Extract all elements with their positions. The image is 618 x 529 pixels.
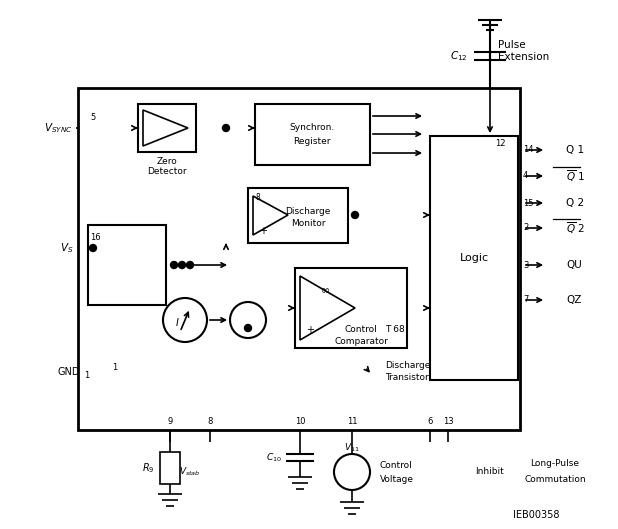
Circle shape bbox=[187, 261, 193, 269]
Text: 7: 7 bbox=[523, 296, 528, 305]
Text: Discharge: Discharge bbox=[286, 206, 331, 215]
Text: 12: 12 bbox=[495, 140, 506, 149]
Text: 8: 8 bbox=[207, 417, 213, 426]
Text: 3: 3 bbox=[523, 260, 528, 269]
Bar bbox=[295, 268, 407, 348]
Text: Control: Control bbox=[380, 461, 413, 470]
Text: Commutation: Commutation bbox=[524, 476, 586, 485]
Bar bbox=[138, 104, 196, 152]
Text: $\infty$: $\infty$ bbox=[320, 285, 330, 295]
Text: Pulse: Pulse bbox=[498, 40, 526, 50]
Circle shape bbox=[334, 454, 370, 490]
Text: Detector: Detector bbox=[147, 168, 187, 177]
Text: Register: Register bbox=[294, 138, 331, 147]
Text: Control: Control bbox=[345, 325, 378, 334]
Text: Transistor: Transistor bbox=[385, 372, 429, 381]
Text: Discharge: Discharge bbox=[385, 360, 430, 369]
Text: Q 1: Q 1 bbox=[566, 145, 584, 155]
Circle shape bbox=[163, 298, 207, 342]
Text: 10: 10 bbox=[295, 417, 305, 426]
Text: Monitor: Monitor bbox=[290, 218, 325, 227]
Text: Extension: Extension bbox=[498, 52, 549, 62]
Text: 9: 9 bbox=[167, 417, 172, 426]
Circle shape bbox=[352, 212, 358, 218]
Text: $C_{10}$: $C_{10}$ bbox=[266, 452, 282, 464]
Bar bbox=[430, 136, 518, 380]
Bar bbox=[88, 225, 166, 305]
Text: 16: 16 bbox=[90, 233, 101, 242]
Text: Q 2: Q 2 bbox=[566, 198, 584, 208]
Text: 6: 6 bbox=[427, 417, 433, 426]
Text: $R_9$: $R_9$ bbox=[143, 461, 155, 475]
Text: Inhibit: Inhibit bbox=[476, 468, 504, 477]
Circle shape bbox=[90, 244, 96, 251]
Text: Voltage: Voltage bbox=[380, 475, 414, 484]
Text: 1: 1 bbox=[112, 363, 117, 372]
Text: QU: QU bbox=[566, 260, 582, 270]
Text: GND: GND bbox=[57, 367, 80, 377]
Text: $\overline{Q}$ 2: $\overline{Q}$ 2 bbox=[566, 220, 585, 236]
Circle shape bbox=[179, 261, 185, 269]
Text: Zero: Zero bbox=[156, 158, 177, 167]
Text: $V_{11}$: $V_{11}$ bbox=[344, 442, 360, 454]
Text: 15: 15 bbox=[523, 198, 533, 207]
Circle shape bbox=[222, 124, 229, 132]
Text: $\overline{Q}$ 1: $\overline{Q}$ 1 bbox=[566, 168, 585, 184]
Text: $I$: $I$ bbox=[175, 316, 179, 328]
Text: 11: 11 bbox=[347, 417, 357, 426]
Text: +: + bbox=[259, 226, 267, 236]
Text: 14: 14 bbox=[523, 145, 533, 154]
Text: +: + bbox=[306, 325, 314, 335]
Bar bbox=[160, 452, 180, 484]
Text: $V_{SYNC}$: $V_{SYNC}$ bbox=[44, 121, 73, 135]
Circle shape bbox=[171, 261, 177, 269]
Bar bbox=[255, 104, 370, 165]
Bar bbox=[248, 188, 348, 243]
Text: 4: 4 bbox=[523, 171, 528, 180]
Text: QZ: QZ bbox=[566, 295, 582, 305]
Text: Synchron.: Synchron. bbox=[289, 123, 334, 132]
Text: Long-Pulse: Long-Pulse bbox=[530, 460, 580, 469]
Text: $V_S$: $V_S$ bbox=[59, 241, 73, 255]
Text: $C_{12}$: $C_{12}$ bbox=[451, 49, 468, 63]
Text: $V_{stab}$: $V_{stab}$ bbox=[179, 466, 201, 478]
Text: Comparator: Comparator bbox=[334, 338, 388, 346]
Text: 2: 2 bbox=[523, 223, 528, 233]
Text: 1: 1 bbox=[84, 370, 89, 379]
Circle shape bbox=[245, 324, 252, 332]
Text: 5: 5 bbox=[90, 114, 95, 123]
Text: T 68: T 68 bbox=[385, 325, 405, 334]
Bar bbox=[78, 88, 520, 430]
Text: 13: 13 bbox=[442, 417, 454, 426]
Circle shape bbox=[230, 302, 266, 338]
Text: IEB00358: IEB00358 bbox=[514, 510, 560, 520]
Text: Logic: Logic bbox=[459, 253, 489, 263]
Text: 8: 8 bbox=[256, 194, 261, 203]
